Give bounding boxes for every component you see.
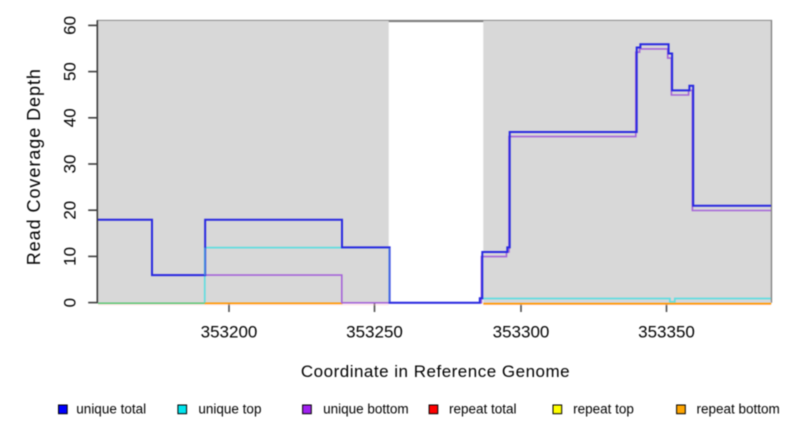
svg-text:Coordinate in Reference Genome: Coordinate in Reference Genome: [301, 362, 570, 381]
svg-text:unique total: unique total: [76, 402, 146, 417]
svg-text:30: 30: [61, 155, 80, 174]
svg-text:50: 50: [61, 62, 80, 81]
svg-text:0: 0: [61, 298, 80, 307]
svg-text:repeat total: repeat total: [449, 402, 517, 417]
svg-text:353250: 353250: [346, 323, 403, 342]
svg-text:20: 20: [61, 201, 80, 220]
svg-text:repeat top: repeat top: [573, 402, 634, 417]
svg-text:353200: 353200: [201, 323, 258, 342]
svg-text:unique top: unique top: [198, 402, 261, 417]
svg-text:Read Coverage Depth: Read Coverage Depth: [24, 68, 44, 265]
svg-text:40: 40: [61, 108, 80, 127]
svg-text:353350: 353350: [638, 323, 695, 342]
svg-text:10: 10: [61, 247, 80, 266]
svg-text:60: 60: [61, 16, 80, 35]
svg-text:353300: 353300: [493, 323, 550, 342]
svg-text:unique bottom: unique bottom: [323, 402, 409, 417]
svg-text:repeat bottom: repeat bottom: [697, 402, 780, 417]
